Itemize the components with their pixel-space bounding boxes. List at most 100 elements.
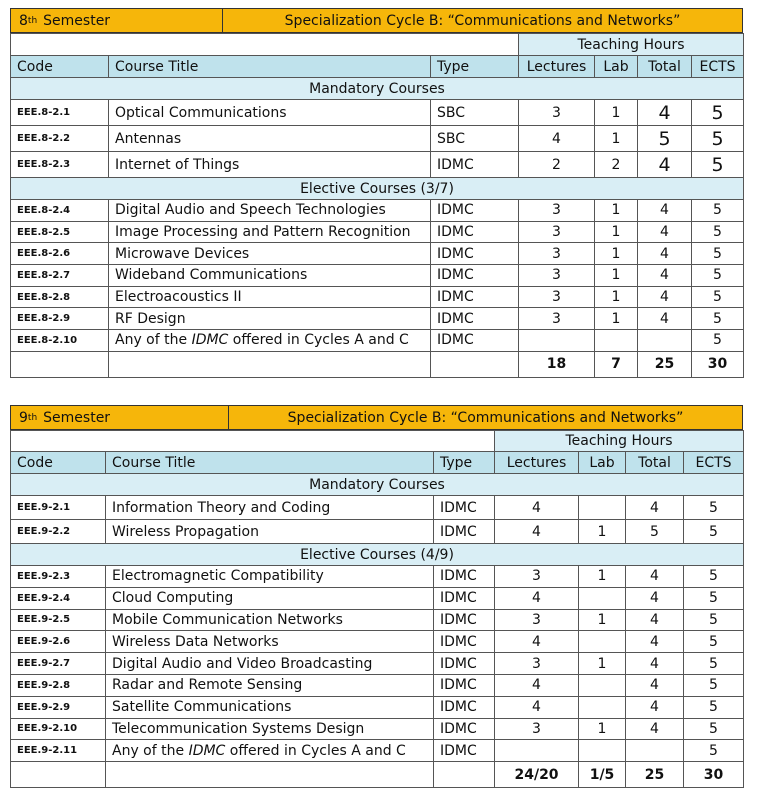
course-type: IDMC	[429, 329, 520, 352]
course-ects: 5	[683, 717, 745, 741]
course-ects: 5	[683, 586, 745, 610]
section-row: Elective Courses (3/7)	[9, 177, 745, 200]
course-lab: 1	[578, 652, 627, 675]
course-type: IDMC	[429, 199, 520, 222]
course-lectures: 2	[518, 151, 596, 178]
course-lab: 1	[578, 608, 627, 632]
section-row: Mandatory Courses	[9, 77, 745, 100]
course-code: EEE.9-2.7	[10, 652, 106, 675]
course-title: Electroacoustics II	[108, 285, 431, 309]
course-title: Telecommunication Systems Design	[105, 717, 434, 741]
title-text: offered in Cycles A and C	[228, 332, 409, 349]
course-total: 4	[637, 99, 693, 126]
total-total: 25	[637, 350, 693, 378]
total-lectures: 24/20	[494, 761, 580, 789]
column-header: ECTS	[691, 55, 745, 78]
column-header: Code	[10, 451, 106, 474]
course-total: 4	[637, 285, 693, 309]
column-header: Total	[637, 55, 693, 78]
course-lectures: 4	[494, 695, 580, 719]
course-row: EEE.9-2.1 Information Theory and Coding ID…	[10, 495, 745, 520]
course-row: EEE.9-2.4 Cloud Computing IDMC 4 4 5	[10, 586, 745, 610]
course-row: EEE.9-2.5 Mobile Communication Networks ID…	[10, 608, 745, 632]
course-type: IDMC	[429, 285, 520, 309]
course-code: EEE.8-2.5	[10, 220, 109, 244]
course-type: IDMC	[432, 565, 496, 588]
course-title: Radar and Remote Sensing	[105, 673, 434, 697]
course-code: EEE.8-2.9	[10, 307, 109, 331]
course-ects: 5	[683, 608, 745, 632]
blank-cell	[108, 350, 431, 378]
course-total: 4	[637, 242, 693, 266]
course-lectures: 4	[494, 519, 580, 544]
course-title: Wideband Communications	[108, 264, 431, 287]
course-type: IDMC	[429, 242, 520, 266]
course-type: SBC	[429, 99, 520, 126]
course-type: IDMC	[432, 608, 496, 632]
cycle-title: Specialization Cycle B: “Communications …	[284, 12, 681, 29]
course-lab: 1	[594, 125, 639, 152]
course-lab: 1	[594, 285, 639, 309]
course-type: IDMC	[432, 673, 496, 697]
course-total: 4	[637, 264, 693, 287]
course-total: 4	[625, 608, 685, 632]
course-row: EEE.9-2.9 Satellite Communications IDMC 4 4 5	[10, 695, 745, 719]
course-code: EEE.9-2.11	[10, 739, 106, 763]
course-ects: 5	[683, 652, 745, 675]
course-type: IDMC	[429, 151, 520, 178]
column-header: Type	[429, 55, 520, 78]
empty-cell	[578, 673, 627, 697]
course-total: 4	[637, 220, 693, 244]
course-code: EEE.8-2.3	[10, 151, 109, 178]
course-code: EEE.8-2.8	[10, 285, 109, 309]
course-title: Wireless Data Networks	[105, 630, 434, 654]
course-total: 5	[637, 125, 693, 152]
course-lectures: 3	[518, 242, 596, 266]
course-table: Teaching Hours Code Course Title Type Lectur…	[9, 430, 745, 789]
course-ects: 5	[691, 125, 745, 152]
empty-cell	[494, 739, 580, 763]
course-code: EEE.9-2.2	[10, 519, 106, 544]
teaching-hours: Teaching Hours	[518, 33, 745, 56]
empty-cell	[625, 739, 685, 763]
semester-number: 9	[19, 409, 28, 426]
course-total: 4	[625, 495, 685, 520]
course-total: 4	[637, 151, 693, 178]
title-text: Any of the	[112, 742, 189, 759]
course-code: EEE.8-2.7	[10, 264, 109, 287]
blank-cell	[105, 761, 434, 789]
course-ects: 5	[691, 220, 745, 244]
course-code: EEE.9-2.8	[10, 673, 106, 697]
course-ects: 5	[691, 329, 745, 352]
course-row: EEE.8-2.9 RF Design IDMC 3 1 4 5	[10, 307, 745, 331]
course-title: Information Theory and Coding	[105, 495, 434, 520]
course-title: Any of the IDMC offered in Cycles A and …	[108, 329, 431, 352]
course-title: Cloud Computing	[105, 586, 434, 610]
group-header-row: Teaching Hours	[9, 33, 745, 56]
course-table: Teaching Hours Code Course Title Type Lectur…	[9, 33, 745, 378]
course-ects: 5	[691, 264, 745, 287]
course-lab: 1	[594, 99, 639, 126]
course-row: EEE.8-2.8 Electroacoustics II IDMC 3 1 4 5	[10, 285, 745, 309]
title-emphasis: IDMC	[188, 742, 226, 759]
semester-word: Semester	[43, 12, 111, 29]
course-lab: 1	[594, 242, 639, 266]
course-row: EEE.9-2.11 Any of the IDMC offered in Cyc…	[10, 739, 745, 763]
course-code: EEE.8-2.6	[10, 242, 109, 266]
course-title: Microwave Devices	[108, 242, 431, 266]
column-header-row: Code Course Title Type Lectures Lab Total ECTS	[10, 55, 745, 78]
course-lectures: 3	[518, 307, 596, 331]
table-body: Teaching Hours Code Course Title Type Lectur…	[9, 33, 745, 378]
course-type: IDMC	[429, 307, 520, 331]
course-ects: 5	[691, 199, 745, 222]
table-body: Teaching Hours Code Course Title Type Lectur…	[9, 430, 745, 789]
course-type: IDMC	[432, 739, 496, 763]
course-row: EEE.8-2.4 Digital Audio and Speech Techno…	[10, 199, 745, 222]
semester-suffix: th	[27, 412, 38, 423]
course-total: 4	[625, 673, 685, 697]
course-row: EEE.9-2.6 Wireless Data Networks IDMC 4 4 5	[10, 630, 745, 654]
course-row: EEE.8-2.1 Optical Communications SBC 3 1 4 5	[10, 99, 745, 126]
empty-cell	[578, 495, 627, 520]
empty-cell	[594, 329, 639, 352]
